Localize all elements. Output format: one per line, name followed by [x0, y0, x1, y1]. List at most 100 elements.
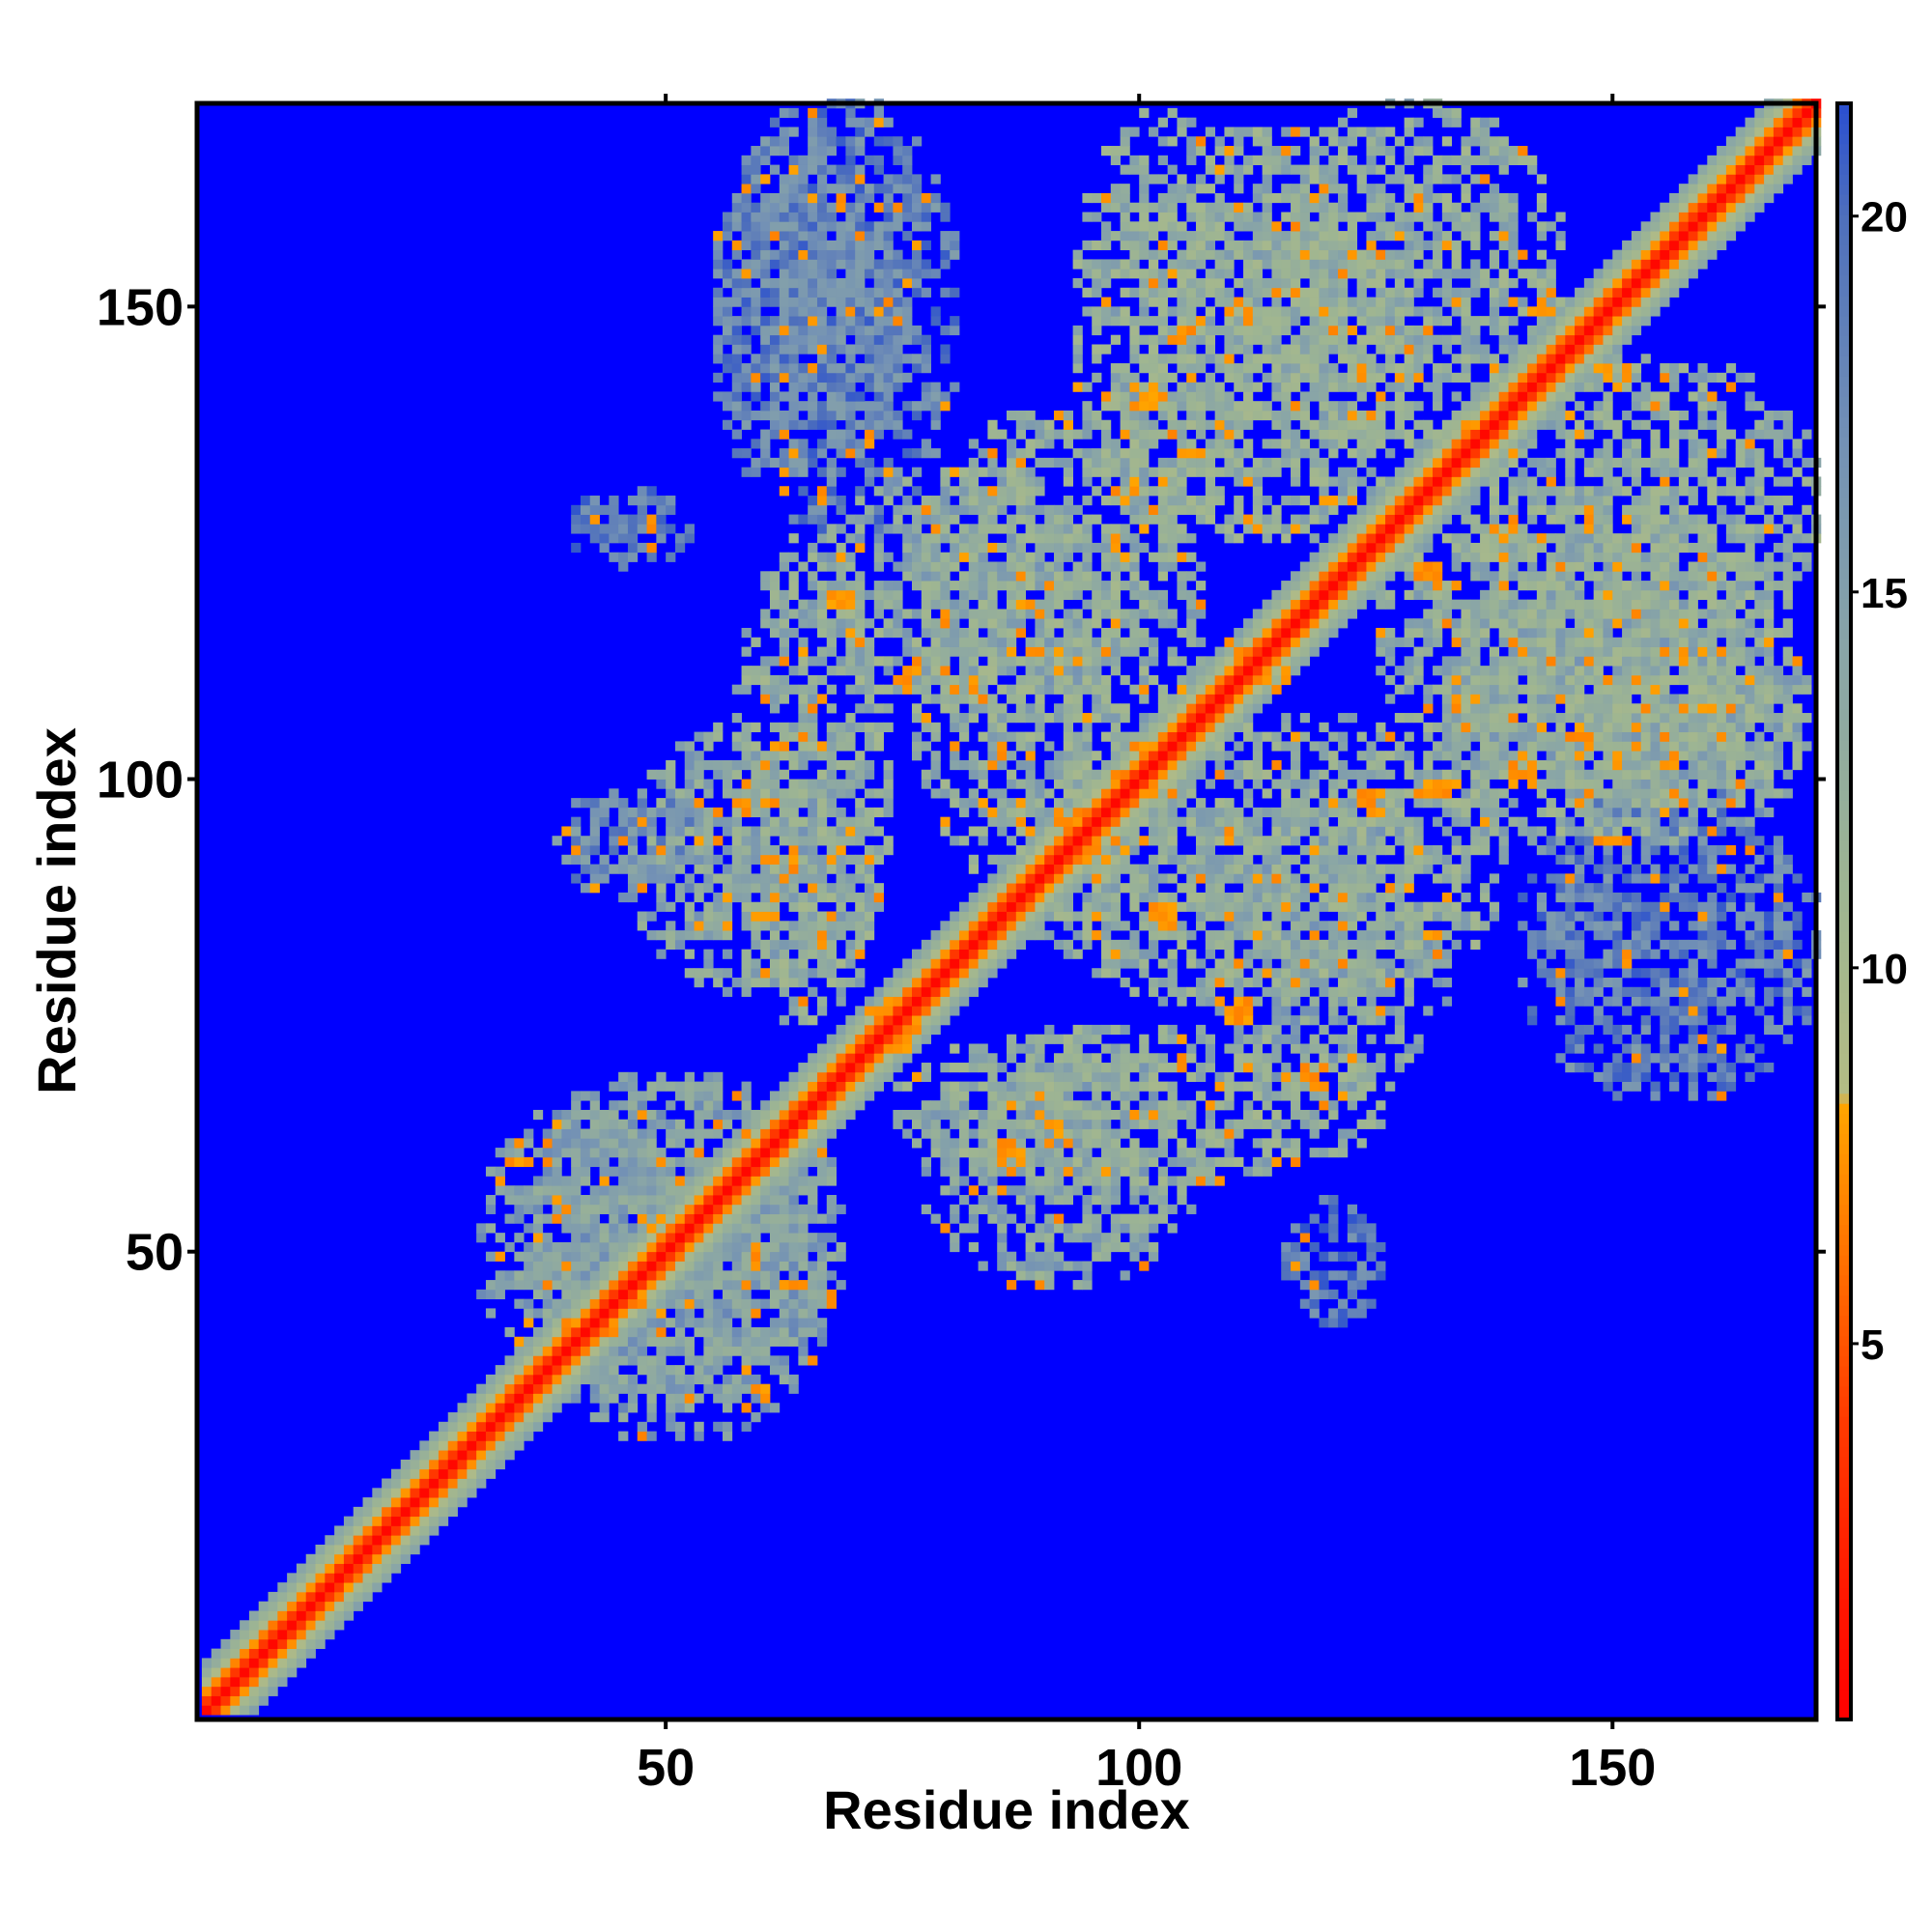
- heatmap-cell: [1224, 930, 1235, 941]
- heatmap-cell: [1072, 769, 1083, 780]
- heatmap-cell: [1735, 826, 1746, 837]
- heatmap-cell: [334, 1591, 345, 1603]
- heatmap-cell: [694, 892, 704, 903]
- heatmap-cell: [1072, 713, 1083, 724]
- heatmap-cell: [1603, 921, 1613, 931]
- heatmap-cell: [1660, 1043, 1670, 1054]
- heatmap-cell: [1461, 788, 1471, 799]
- heatmap-cell: [1157, 921, 1169, 931]
- heatmap-cell: [1518, 722, 1528, 733]
- heatmap-cell: [1177, 864, 1187, 874]
- heatmap-cell: [1660, 741, 1670, 752]
- heatmap-cell: [589, 798, 600, 809]
- heatmap-cell: [599, 1298, 610, 1309]
- heatmap-cell: [1707, 1053, 1718, 1064]
- heatmap-cell: [609, 1223, 619, 1234]
- heatmap-cell: [1044, 713, 1055, 724]
- heatmap-cell: [1612, 816, 1623, 827]
- heatmap-cell: [1007, 1261, 1017, 1271]
- heatmap-cell: [883, 807, 894, 818]
- heatmap-cell: [599, 1261, 610, 1271]
- heatmap-cell: [816, 1100, 828, 1111]
- heatmap-cell: [382, 1553, 392, 1564]
- heatmap-cell: [1129, 779, 1140, 789]
- heatmap-cell: [1309, 816, 1320, 827]
- heatmap-cell: [1319, 722, 1329, 733]
- heatmap-cell: [1319, 958, 1329, 969]
- heatmap-cell: [1252, 1109, 1264, 1121]
- heatmap-cell: [694, 1365, 704, 1376]
- heatmap-cell: [751, 968, 761, 979]
- heatmap-cell: [1546, 769, 1556, 780]
- heatmap-cell: [1792, 873, 1803, 884]
- heatmap-cell: [1035, 1119, 1045, 1129]
- heatmap-cell: [637, 1138, 647, 1149]
- heatmap-cell: [485, 1280, 497, 1291]
- heatmap-cell: [684, 1081, 695, 1092]
- heatmap-cell: [542, 1185, 553, 1196]
- heatmap-cell: [325, 1591, 335, 1603]
- heatmap-cell: [504, 1213, 515, 1224]
- heatmap-cell: [1441, 873, 1453, 884]
- heatmap-cell: [1309, 836, 1320, 846]
- heatmap-cell: [694, 1185, 704, 1196]
- heatmap-cell: [1423, 939, 1434, 951]
- heatmap-cell: [760, 816, 771, 827]
- heatmap-cell: [609, 1138, 619, 1149]
- heatmap-cell: [1376, 807, 1386, 818]
- heatmap-cell: [1725, 741, 1737, 752]
- heatmap-cell: [1697, 845, 1708, 856]
- heatmap-cell: [1441, 779, 1453, 789]
- heatmap-cell: [1271, 1024, 1282, 1036]
- heatmap-cell: [741, 741, 752, 752]
- heatmap-cell: [731, 731, 742, 742]
- heatmap-cell: [836, 996, 846, 1007]
- heatmap-cell: [609, 1204, 619, 1214]
- heatmap-cell: [1565, 968, 1576, 979]
- heatmap-cell: [504, 1450, 515, 1461]
- heatmap-cell: [883, 986, 894, 997]
- heatmap-cell: [1754, 759, 1765, 771]
- heatmap-cell: [731, 769, 742, 780]
- heatmap-cell: [552, 1336, 562, 1347]
- heatmap-cell: [1650, 1006, 1661, 1016]
- heatmap-cell: [1754, 930, 1765, 941]
- heatmap-cell: [911, 1109, 923, 1121]
- heatmap-cell: [637, 1270, 647, 1281]
- heatmap-cell: [504, 1355, 515, 1366]
- heatmap-cell: [769, 1195, 781, 1206]
- heatmap-cell: [646, 1403, 657, 1413]
- heatmap-cell: [1110, 1166, 1122, 1177]
- heatmap-cell: [684, 1270, 695, 1281]
- heatmap-cell: [1167, 769, 1178, 780]
- heatmap-cell: [627, 854, 639, 865]
- heatmap-cell: [808, 949, 818, 959]
- heatmap-cell: [1423, 854, 1434, 865]
- heatmap-cell: [1252, 1063, 1264, 1073]
- heatmap-cell: [1025, 1176, 1036, 1186]
- heatmap-cell: [703, 741, 714, 752]
- heatmap-cell: [524, 1393, 534, 1404]
- heatmap-cell: [504, 1326, 515, 1338]
- heatmap-cell: [1433, 977, 1443, 988]
- heatmap-cell: [353, 1516, 363, 1526]
- heatmap-cell: [1007, 1251, 1017, 1262]
- heatmap-cell: [1385, 864, 1396, 874]
- heatmap-cell: [930, 1138, 941, 1149]
- heatmap-cell: [1205, 1063, 1216, 1073]
- heatmap-cell: [873, 854, 884, 865]
- heatmap-cell: [1575, 779, 1585, 789]
- heatmap-cell: [1129, 807, 1140, 818]
- heatmap-cell: [864, 892, 875, 903]
- heatmap-cell: [1319, 1289, 1329, 1300]
- heatmap-cell: [1063, 1166, 1074, 1177]
- heatmap-cell: [1224, 977, 1235, 988]
- heatmap-cell: [674, 1298, 686, 1309]
- heatmap-cell: [703, 968, 714, 979]
- heatmap-cell: [1234, 996, 1244, 1007]
- heatmap-cell: [684, 1156, 695, 1168]
- heatmap-cell: [808, 1063, 818, 1073]
- heatmap-cell: [1082, 1280, 1093, 1291]
- heatmap-cell: [1309, 769, 1320, 780]
- heatmap-cell: [855, 779, 866, 789]
